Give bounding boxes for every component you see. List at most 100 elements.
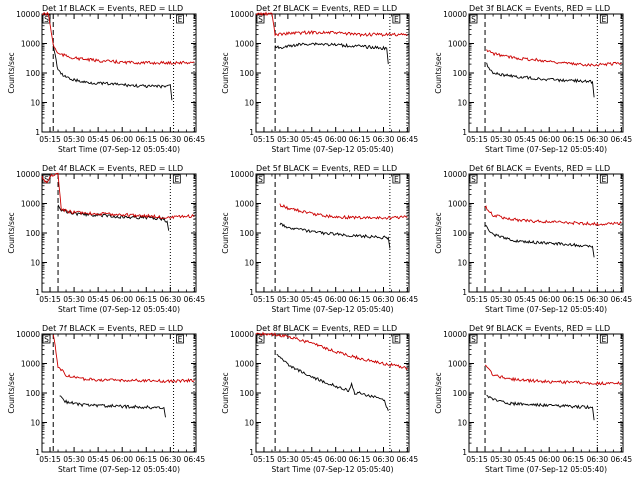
x-axis-label: Start Time (07-Sep-12 05:05:40) xyxy=(485,465,607,474)
y-tick-label: 10 xyxy=(244,99,254,108)
y-tick-label: 100 xyxy=(26,69,41,78)
x-tick-label: 06:15 xyxy=(349,455,371,464)
x-tick-label: 06:45 xyxy=(184,455,206,464)
y-tick-label: 1000 xyxy=(448,360,467,369)
x-tick-label: 06:00 xyxy=(538,295,560,304)
x-tick-label: 05:45 xyxy=(514,295,536,304)
x-axis-label: Start Time (07-Sep-12 05:05:40) xyxy=(58,465,180,474)
end-flag-label: E xyxy=(601,335,606,344)
x-tick-label: 06:45 xyxy=(611,295,633,304)
x-tick-label: 05:15 xyxy=(466,455,488,464)
y-tick-label: 1 xyxy=(35,448,40,457)
x-tick-label: 06:00 xyxy=(538,135,560,144)
end-flag-box xyxy=(392,334,401,344)
panel-4: Det 4f BLACK = Events, RED = LLD 1 10 100 10… xyxy=(7,164,205,314)
y-tick-label: 1 xyxy=(462,448,467,457)
series-line-black xyxy=(59,395,166,418)
start-flag-box xyxy=(256,174,265,184)
y-tick-label: 1000 xyxy=(21,40,40,49)
end-flag-box xyxy=(599,174,608,184)
panel-8: Det 8f BLACK = Events, RED = LLD 1 10 100 10… xyxy=(221,324,418,474)
x-tick-label: 06:30 xyxy=(587,135,609,144)
end-flag-label: E xyxy=(178,15,183,24)
x-tick-label: 06:45 xyxy=(184,135,206,144)
x-tick-label: 06:15 xyxy=(562,455,584,464)
y-axis-label: Counts/sec xyxy=(221,52,230,93)
x-axis-label: Start Time (07-Sep-12 05:05:40) xyxy=(272,145,394,154)
start-flag-box xyxy=(42,334,51,344)
start-flag-label: S xyxy=(471,175,476,184)
x-tick-label: 06:15 xyxy=(562,295,584,304)
x-axis-label: Start Time (07-Sep-12 05:05:40) xyxy=(485,145,607,154)
y-axis-label: Counts/sec xyxy=(434,212,443,253)
x-tick-label: 05:45 xyxy=(301,295,323,304)
x-tick-label: 06:30 xyxy=(160,295,182,304)
x-tick-label: 05:45 xyxy=(87,135,109,144)
panel-6: Det 6f BLACK = Events, RED = LLD 1 10 100 10… xyxy=(434,164,632,314)
x-tick-label: 06:45 xyxy=(397,135,419,144)
x-tick-label: 05:30 xyxy=(63,295,85,304)
panel-5: Det 5f BLACK = Events, RED = LLD 1 10 100 10… xyxy=(221,164,418,314)
x-axis-label: Start Time (07-Sep-12 05:05:40) xyxy=(272,465,394,474)
y-tick-label: 100 xyxy=(453,389,468,398)
y-tick-label: 10 xyxy=(457,419,467,428)
x-tick-label: 05:30 xyxy=(63,455,85,464)
x-tick-label: 05:30 xyxy=(490,455,512,464)
y-tick-label: 100 xyxy=(26,389,41,398)
end-flag-label: E xyxy=(394,335,399,344)
y-tick-label: 1 xyxy=(249,128,254,137)
x-tick-label: 05:15 xyxy=(39,135,61,144)
start-flag-label: S xyxy=(44,15,49,24)
y-tick-label: 10000 xyxy=(230,170,254,179)
y-tick-label: 1000 xyxy=(448,200,467,209)
panel-3: Det 3f BLACK = Events, RED = LLD 1 10 100 10… xyxy=(434,4,632,154)
plot-frame xyxy=(41,13,197,133)
start-flag-label: S xyxy=(471,15,476,24)
end-flag-box xyxy=(176,334,184,344)
series-line-black xyxy=(276,353,389,411)
start-flag-label: S xyxy=(258,335,263,344)
x-axis-label: Start Time (07-Sep-12 05:05:40) xyxy=(485,305,607,314)
y-tick-label: 1000 xyxy=(235,200,254,209)
series-line-black xyxy=(484,224,595,258)
panel-title: Det 7f BLACK = Events, RED = LLD xyxy=(42,324,183,333)
y-axis-label: Counts/sec xyxy=(221,372,230,413)
series-line-black xyxy=(279,222,391,249)
x-tick-label: 05:45 xyxy=(301,135,323,144)
plot-frame xyxy=(468,13,624,133)
x-tick-label: 06:15 xyxy=(135,295,157,304)
x-tick-label: 05:30 xyxy=(490,295,512,304)
y-tick-label: 1000 xyxy=(448,40,467,49)
x-tick-label: 05:15 xyxy=(253,295,275,304)
series-line-black xyxy=(274,42,389,65)
y-tick-label: 1 xyxy=(35,288,40,297)
series-line-red xyxy=(41,172,195,220)
start-flag-label: S xyxy=(44,175,49,184)
panel-title: Det 6f BLACK = Events, RED = LLD xyxy=(469,164,610,173)
x-tick-label: 06:30 xyxy=(587,455,609,464)
panel-2: Det 2f BLACK = Events, RED = LLD 1 10 100 10… xyxy=(221,4,418,154)
series-line-red xyxy=(255,331,408,371)
y-tick-label: 1000 xyxy=(235,360,254,369)
end-flag-label: E xyxy=(174,175,179,184)
start-flag-label: S xyxy=(44,335,49,344)
end-flag-label: E xyxy=(601,175,606,184)
panel-title: Det 3f BLACK = Events, RED = LLD xyxy=(469,4,610,13)
y-axis-label: Counts/sec xyxy=(434,372,443,413)
end-flag-box xyxy=(599,334,608,344)
x-tick-label: 05:15 xyxy=(39,455,61,464)
y-axis-label: Counts/sec xyxy=(7,52,16,93)
x-tick-label: 06:00 xyxy=(538,455,560,464)
start-flag-box xyxy=(469,174,478,184)
y-tick-label: 100 xyxy=(240,229,255,238)
y-tick-label: 10000 xyxy=(230,10,254,19)
x-tick-label: 06:15 xyxy=(349,135,371,144)
x-tick-label: 05:45 xyxy=(514,135,536,144)
y-tick-label: 10 xyxy=(457,99,467,108)
y-tick-label: 10000 xyxy=(443,10,467,19)
x-tick-label: 06:30 xyxy=(373,135,395,144)
y-tick-label: 10 xyxy=(30,99,40,108)
x-axis-label: Start Time (07-Sep-12 05:05:40) xyxy=(272,305,394,314)
x-tick-label: 05:15 xyxy=(253,455,275,464)
